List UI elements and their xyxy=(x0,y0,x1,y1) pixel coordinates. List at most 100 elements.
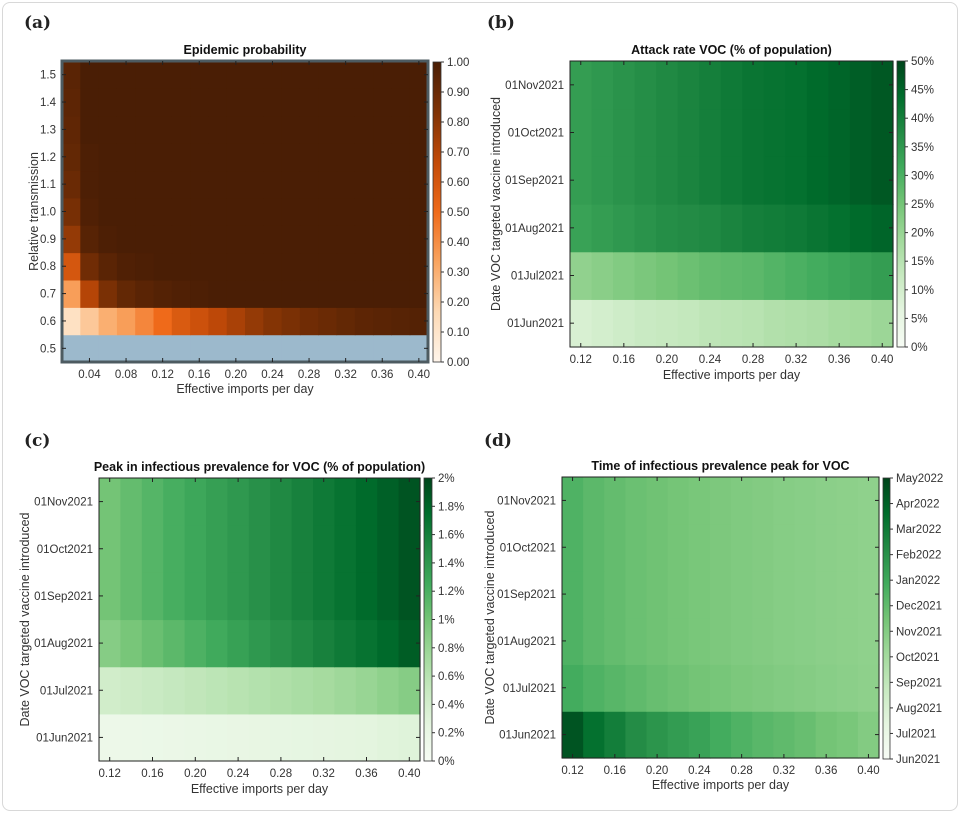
heatmap-cell xyxy=(398,619,421,668)
heatmap-cell xyxy=(634,299,657,348)
heatmap-cell xyxy=(313,713,335,762)
heatmap-cell xyxy=(836,477,859,525)
heatmap-cell xyxy=(141,666,164,715)
heatmap-cell xyxy=(634,251,657,300)
heatmap-cell xyxy=(398,713,421,762)
heatmap-cell xyxy=(313,619,335,668)
heatmap-cell xyxy=(318,279,338,308)
heatmap-cell xyxy=(391,143,411,172)
panel-label: (b) xyxy=(487,13,515,33)
heatmap-cell xyxy=(677,61,700,110)
x-tick-label: 0.32 xyxy=(773,765,795,777)
heatmap-cell xyxy=(699,156,722,205)
heatmap-cell xyxy=(570,108,593,157)
heatmap-cell xyxy=(190,334,209,363)
heatmap-cell xyxy=(731,477,753,525)
heatmap-cell xyxy=(354,61,374,89)
heatmap-cell xyxy=(785,108,808,157)
heatmap-cell xyxy=(857,664,880,712)
heatmap-cell xyxy=(752,523,774,572)
heatmap-cell xyxy=(354,252,374,281)
colorbar xyxy=(896,60,906,348)
heatmap-cell xyxy=(391,307,411,336)
x-tick-label: 0.16 xyxy=(613,354,635,366)
heatmap-cell xyxy=(398,525,421,573)
heatmap-cell xyxy=(354,225,374,254)
heatmap-cell xyxy=(562,711,584,759)
x-tick-label: 0.24 xyxy=(699,354,722,366)
heatmap-cell xyxy=(116,197,136,226)
heatmap-cell xyxy=(355,525,378,573)
heatmap-cell xyxy=(62,334,81,363)
y-tick-label: 01Aug2021 xyxy=(505,223,564,235)
heatmap-cell xyxy=(62,170,81,199)
x-tick-label: 0.16 xyxy=(141,768,163,780)
heatmap-cell xyxy=(318,170,338,199)
heatmap-cell xyxy=(785,61,808,110)
colorbar-tick-label: 20% xyxy=(911,228,934,240)
heatmap-cell xyxy=(699,61,722,110)
heatmap-cell xyxy=(270,666,293,715)
heatmap-cell xyxy=(836,523,859,572)
colorbar-tick-label: 0.10 xyxy=(447,327,469,339)
y-tick-label: 01Sep2021 xyxy=(34,591,93,603)
heatmap-cell xyxy=(299,225,319,254)
heatmap-cell xyxy=(291,572,314,621)
x-tick-label: 0.36 xyxy=(828,354,850,366)
heatmap-cell xyxy=(248,619,271,668)
heatmap-cell xyxy=(773,664,796,712)
heatmap-cell xyxy=(116,143,136,172)
colorbar-tick-label: 1.6% xyxy=(438,530,464,542)
heatmap-cell xyxy=(263,143,283,172)
heatmap-cell xyxy=(153,170,173,199)
heatmap-cell xyxy=(281,197,301,226)
y-tick-label: 0.7 xyxy=(40,289,56,301)
heatmap-cell xyxy=(336,61,356,89)
heatmap-cell xyxy=(171,225,191,254)
heatmap-cell xyxy=(391,225,411,254)
x-tick-label: 0.12 xyxy=(151,369,173,381)
heatmap-cell xyxy=(80,143,100,172)
heatmap-cell xyxy=(409,115,429,144)
colorbar-tick-label: May2022 xyxy=(896,473,943,485)
heatmap-cell xyxy=(656,251,679,300)
heatmap-cell xyxy=(828,61,851,110)
heatmap-cell xyxy=(291,619,314,668)
heatmap-cell xyxy=(226,61,246,89)
heatmap-cell xyxy=(857,570,880,619)
y-tick-label: 0.9 xyxy=(40,234,56,246)
heatmap-cell xyxy=(871,251,894,300)
x-tick-label: 0.40 xyxy=(398,768,420,780)
heatmap-cell xyxy=(62,279,81,308)
heatmap-cell xyxy=(184,478,207,526)
heatmap-cell xyxy=(354,279,374,308)
heatmap-cell xyxy=(409,279,429,308)
heatmap-cell xyxy=(570,251,593,300)
x-tick-label: 0.36 xyxy=(355,768,377,780)
colorbar xyxy=(423,477,433,762)
heatmap-cell xyxy=(163,666,186,715)
heatmap-cell xyxy=(248,713,271,762)
heatmap-cell xyxy=(120,713,143,762)
heatmap-cell xyxy=(80,279,100,308)
heatmap-cell xyxy=(667,617,690,665)
heatmap-cell xyxy=(141,713,164,762)
x-tick-label: 0.20 xyxy=(225,369,247,381)
heatmap-cell xyxy=(208,115,228,144)
colorbar-tick-label: 2% xyxy=(438,473,455,485)
heatmap-cell xyxy=(226,279,246,308)
heatmap-cell xyxy=(583,664,605,712)
heatmap-cell xyxy=(227,713,250,762)
heatmap-cell xyxy=(688,711,711,759)
heatmap-cell xyxy=(334,713,357,762)
heatmap-cell xyxy=(656,299,679,348)
heatmap-cell xyxy=(227,619,250,668)
heatmap-cell xyxy=(263,279,283,308)
heatmap-cell xyxy=(815,523,838,572)
heatmap-cell xyxy=(208,307,228,336)
heatmap-cell xyxy=(688,664,711,712)
heatmap-cell xyxy=(245,225,264,254)
heatmap-cell xyxy=(226,225,246,254)
y-tick-label: 01Sep2021 xyxy=(505,175,564,187)
heatmap-cell xyxy=(153,115,173,144)
